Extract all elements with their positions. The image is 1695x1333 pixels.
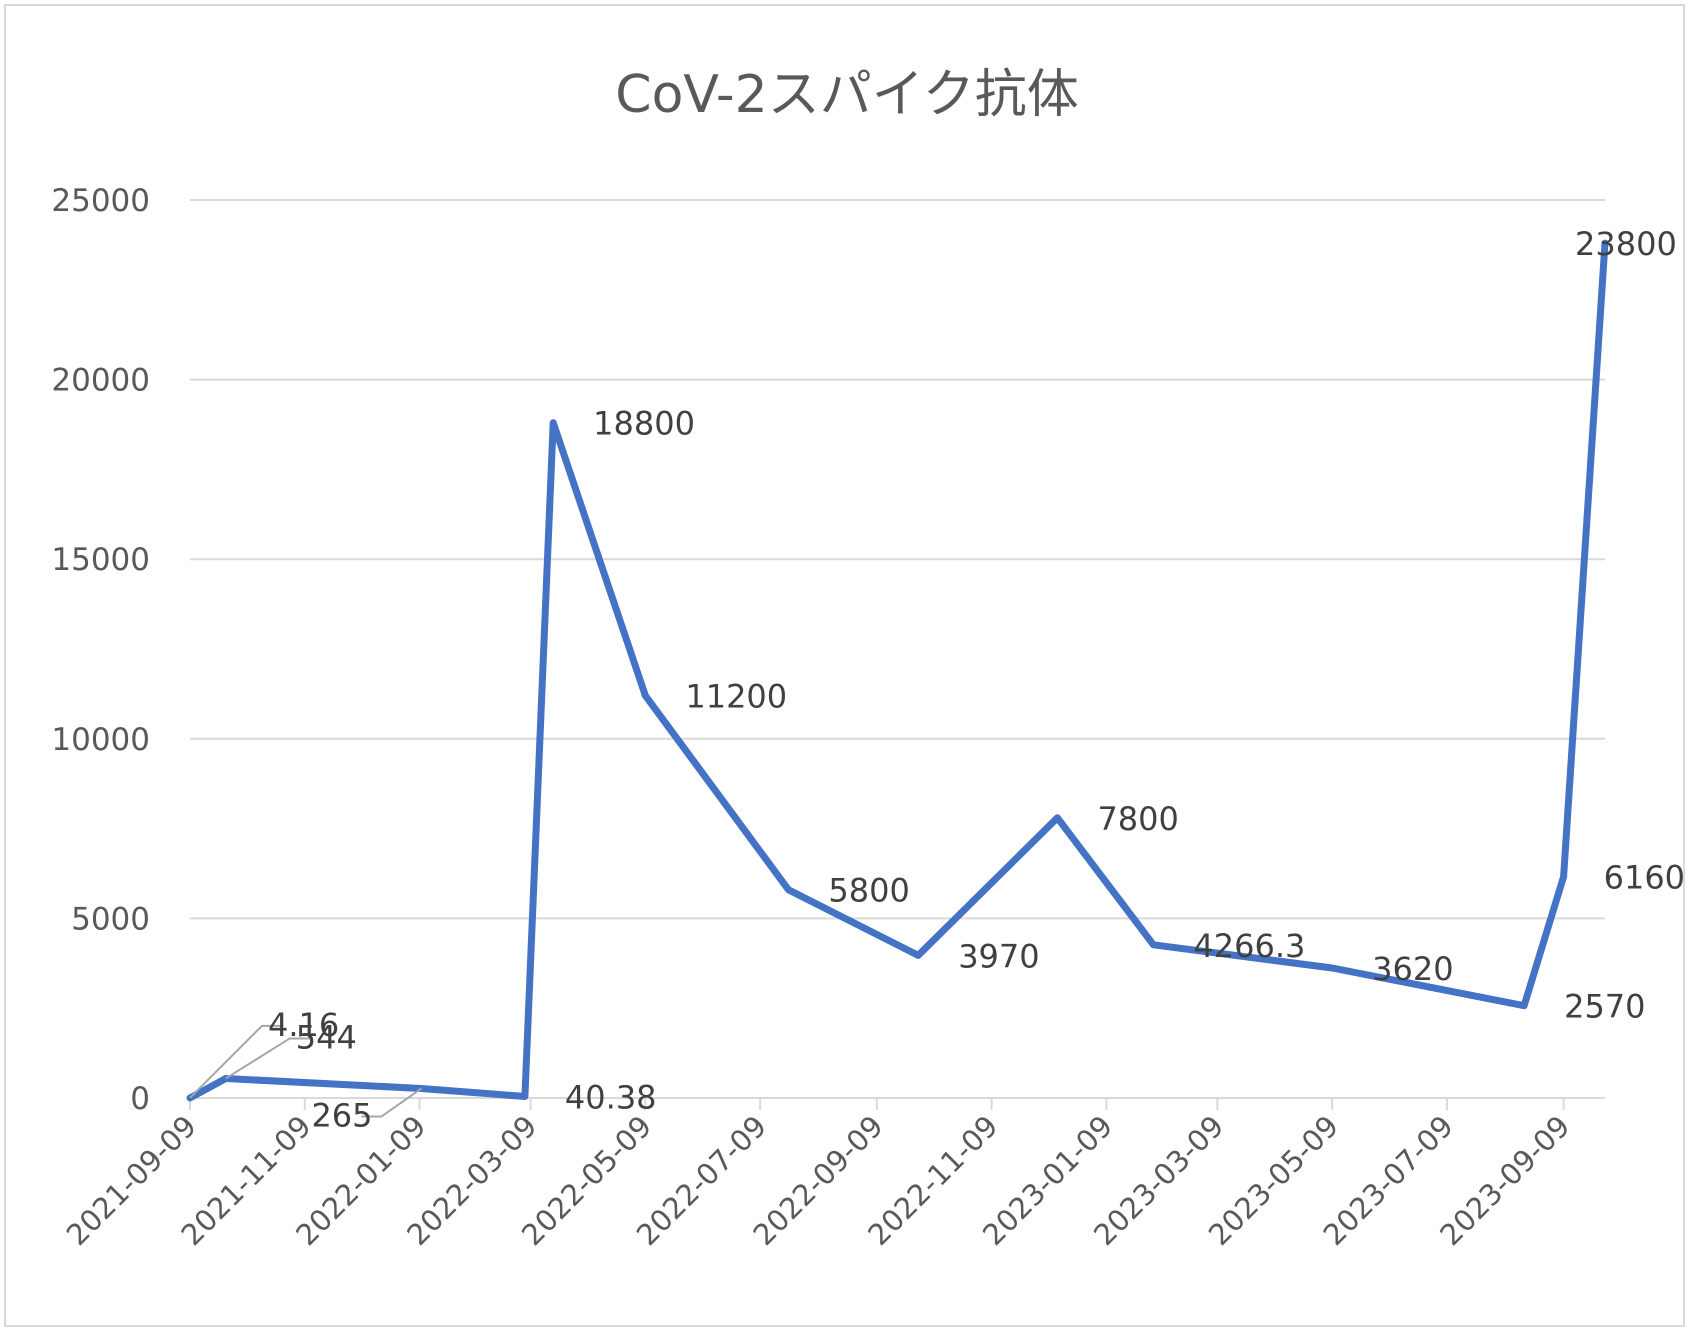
y-tick-label: 10000 bbox=[51, 722, 150, 758]
data-label: 544 bbox=[296, 1018, 357, 1056]
gridlines bbox=[190, 199, 1605, 920]
data-label: 2570 bbox=[1564, 988, 1645, 1026]
y-tick-label: 5000 bbox=[71, 901, 150, 937]
data-label: 3970 bbox=[958, 937, 1039, 975]
data-label: 5800 bbox=[828, 872, 909, 910]
data-label: 23800 bbox=[1575, 225, 1677, 263]
y-axis-tick-labels: 0 5000 10000 15000 20000 25000 bbox=[51, 183, 150, 1117]
chart-frame bbox=[4, 4, 1685, 1327]
y-tick-label: 20000 bbox=[51, 363, 150, 399]
series-line bbox=[186, 239, 1609, 1102]
data-label: 6160 bbox=[1604, 859, 1685, 897]
x-axis: 2021-09-092021-11-092022-01-092022-03-09… bbox=[60, 1097, 1605, 1252]
leader-line bbox=[225, 1037, 310, 1080]
data-label: 3620 bbox=[1372, 950, 1453, 988]
data-label: 40.38 bbox=[565, 1079, 657, 1117]
series-polyline bbox=[186, 239, 1609, 1102]
leader-line bbox=[361, 1087, 423, 1118]
chart-title: CoV-2スパイク抗体 bbox=[615, 65, 1078, 125]
y-tick-label: 25000 bbox=[51, 183, 150, 219]
data-label: 4266.3 bbox=[1193, 927, 1305, 965]
data-label: 18800 bbox=[593, 405, 695, 443]
data-label: 11200 bbox=[685, 678, 787, 716]
y-tick-label: 0 bbox=[130, 1081, 150, 1117]
data-label: 7800 bbox=[1097, 800, 1178, 838]
y-tick-label: 15000 bbox=[51, 542, 150, 578]
leader-line bbox=[189, 1024, 282, 1099]
data-label: 265 bbox=[311, 1096, 372, 1134]
